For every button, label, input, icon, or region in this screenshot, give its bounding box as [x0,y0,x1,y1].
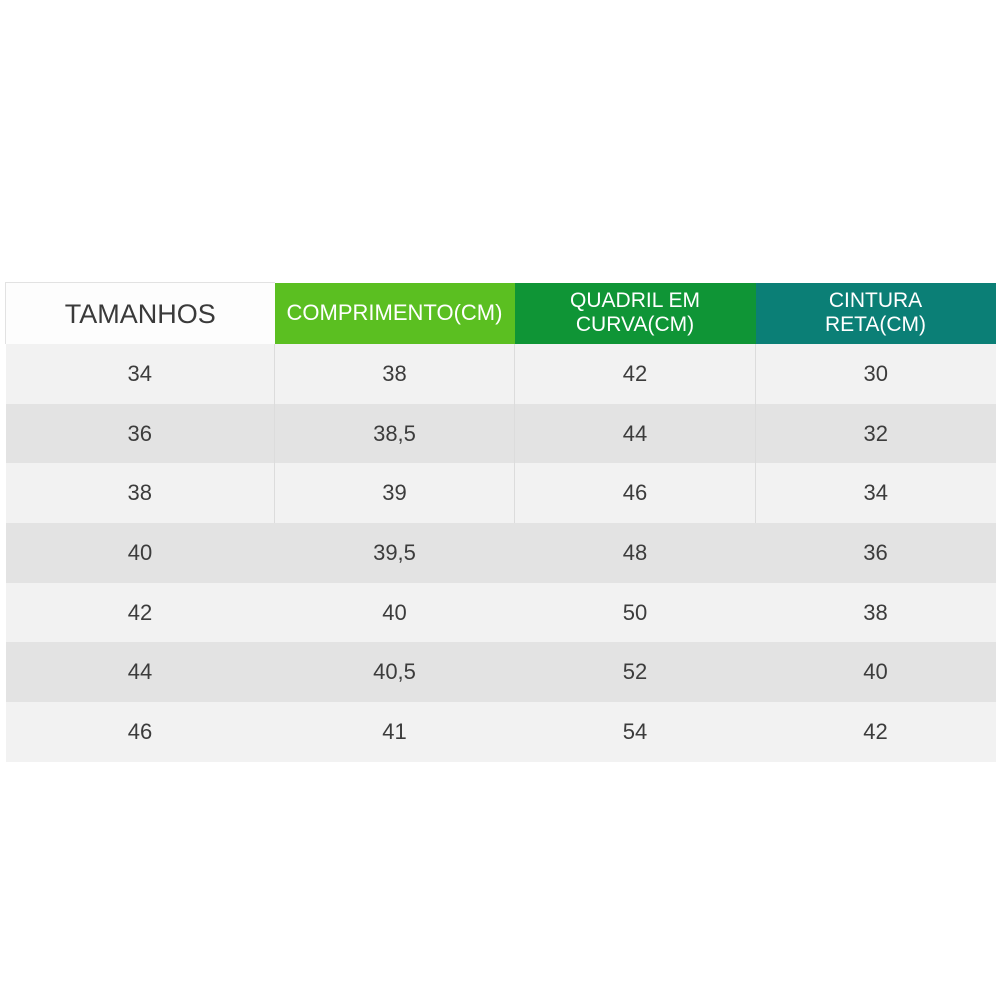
cell-cintura: 36 [755,523,996,583]
cell-quadril: 52 [514,642,756,703]
header-cintura: CINTURA RETA(CM) [755,282,996,344]
cell-cintura: 40 [755,642,996,703]
header-quadril: QUADRIL EM CURVA(CM) [514,282,756,344]
header-tamanhos-label: TAMANHOS [64,298,216,329]
cell-quadril: 48 [514,523,756,583]
cell-tamanho: 36 [5,403,275,464]
cell-comprimento: 40,5 [274,642,515,703]
cell-comprimento: 38 [274,344,515,404]
cell-quadril: 42 [514,344,756,404]
header-row: TAMANHOS COMPRIMENTO(CM) QUADRIL EM CURV… [5,282,996,344]
header-cintura-label-line2: RETA(CM) [824,313,927,337]
cell-comprimento: 40 [274,582,515,643]
cell-comprimento: 39,5 [274,523,515,583]
header-tamanhos: TAMANHOS [5,282,275,344]
cell-quadril: 46 [514,463,756,524]
cell-tamanho: 44 [5,642,275,703]
cell-cintura: 42 [755,702,996,762]
cell-quadril: 54 [514,702,756,762]
cell-tamanho: 34 [5,344,275,404]
header-cintura-label-line1: CINTURA [828,289,923,313]
cell-tamanho: 40 [5,523,275,583]
table-row: 34 38 42 30 [5,344,996,404]
table-row: 40 39,5 48 36 [5,523,996,583]
size-chart-table: TAMANHOS COMPRIMENTO(CM) QUADRIL EM CURV… [5,282,996,762]
table-row: 44 40,5 52 40 [5,642,996,703]
header-comprimento: COMPRIMENTO(CM) [274,282,515,344]
cell-cintura: 30 [755,344,996,404]
header-comprimento-label: COMPRIMENTO(CM) [286,300,503,326]
cell-tamanho: 42 [5,582,275,643]
table-row: 46 41 54 42 [5,702,996,762]
cell-cintura: 38 [755,582,996,643]
cell-quadril: 44 [514,403,756,464]
table-row: 38 39 46 34 [5,463,996,524]
cell-tamanho: 38 [5,463,275,524]
cell-cintura: 32 [755,403,996,464]
cell-cintura: 34 [755,463,996,524]
cell-comprimento: 41 [274,702,515,762]
table-row: 42 40 50 38 [5,582,996,643]
cell-comprimento: 38,5 [274,403,515,464]
header-quadril-label-line1: QUADRIL EM [570,289,700,313]
cell-quadril: 50 [514,582,756,643]
cell-tamanho: 46 [5,702,275,762]
cell-comprimento: 39 [274,463,515,524]
header-quadril-label-line2: CURVA(CM) [575,313,695,337]
table-row: 36 38,5 44 32 [5,403,996,464]
